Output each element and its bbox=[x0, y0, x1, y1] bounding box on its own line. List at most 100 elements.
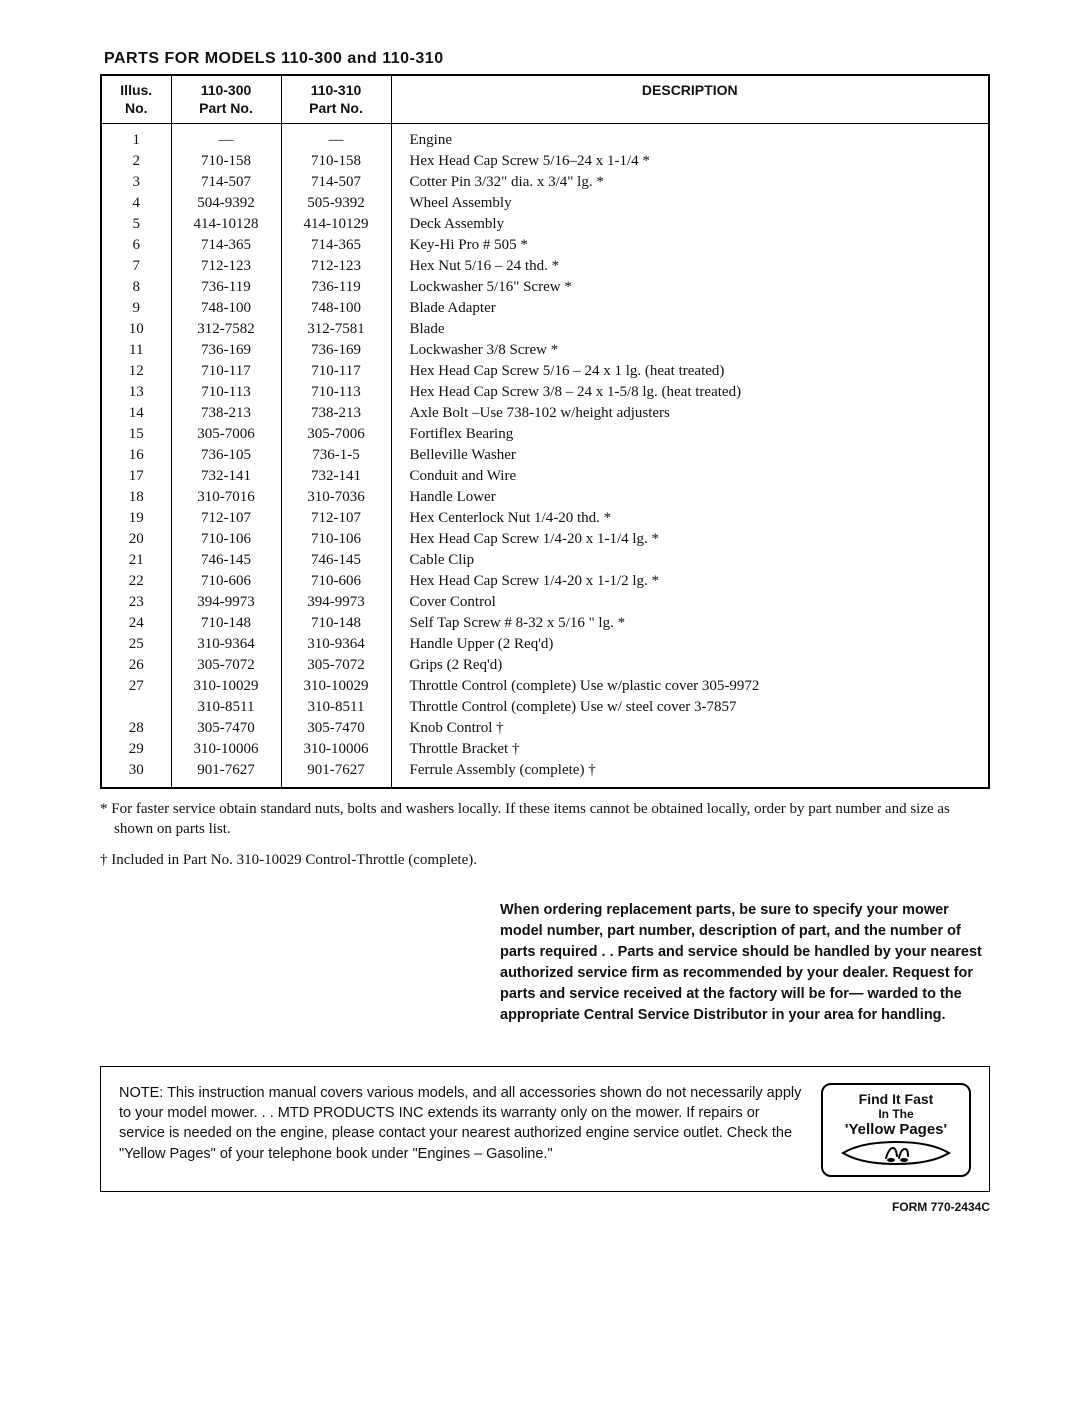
cell-partno-300: 310-7016 bbox=[171, 487, 281, 508]
footnote-dagger-text: † Included in Part No. 310-10029 Control… bbox=[100, 850, 986, 870]
cell-partno-300: 305-7072 bbox=[171, 655, 281, 676]
cell-partno-310: 305-7470 bbox=[281, 718, 391, 739]
cell-partno-300: 732-141 bbox=[171, 466, 281, 487]
table-row: 16736-105736-1-5Belleville Washer bbox=[101, 445, 989, 466]
cell-partno-310: 710-606 bbox=[281, 571, 391, 592]
table-row: 10312-7582312-7581Blade bbox=[101, 319, 989, 340]
cell-partno-300: 710-606 bbox=[171, 571, 281, 592]
footnote-dagger: † Included in Part No. 310-10029 Control… bbox=[100, 850, 986, 870]
cell-illus: 24 bbox=[101, 613, 171, 634]
table-row: 19712-107712-107Hex Centerlock Nut 1/4-2… bbox=[101, 508, 989, 529]
cell-description: Hex Head Cap Screw 1/4-20 x 1-1/2 lg. * bbox=[391, 571, 989, 592]
cell-description: Conduit and Wire bbox=[391, 466, 989, 487]
cell-illus: 10 bbox=[101, 319, 171, 340]
cell-partno-300: 710-117 bbox=[171, 361, 281, 382]
cell-illus: 18 bbox=[101, 487, 171, 508]
table-row: 22710-606710-606Hex Head Cap Screw 1/4-2… bbox=[101, 571, 989, 592]
cell-illus bbox=[101, 697, 171, 718]
cell-partno-300: 504-9392 bbox=[171, 193, 281, 214]
ordering-paragraph: When ordering replacement parts, be sure… bbox=[500, 900, 990, 1026]
table-row: 30901-7627901-7627Ferrule Assembly (comp… bbox=[101, 760, 989, 788]
table-header-row: Illus.No. 110-300Part No. 110-310Part No… bbox=[101, 75, 989, 124]
cell-partno-310: 310-10029 bbox=[281, 676, 391, 697]
cell-illus: 13 bbox=[101, 382, 171, 403]
cell-partno-310: 414-10129 bbox=[281, 214, 391, 235]
cell-partno-300: 710-113 bbox=[171, 382, 281, 403]
cell-illus: 11 bbox=[101, 340, 171, 361]
cell-description: Knob Control † bbox=[391, 718, 989, 739]
cell-partno-300: 736-169 bbox=[171, 340, 281, 361]
form-number: FORM 770-2434C bbox=[100, 1200, 990, 1214]
table-row: 1——Engine bbox=[101, 124, 989, 152]
cell-partno-300: 394-9973 bbox=[171, 592, 281, 613]
footnote-star-text: * For faster service obtain standard nut… bbox=[100, 799, 986, 840]
footnote-star: * For faster service obtain standard nut… bbox=[100, 799, 986, 840]
cell-partno-300: 736-119 bbox=[171, 277, 281, 298]
table-row: 25310-9364310-9364Handle Upper (2 Req'd) bbox=[101, 634, 989, 655]
cell-description: Cable Clip bbox=[391, 550, 989, 571]
cell-description: Axle Bolt –Use 738-102 w/height adjuster… bbox=[391, 403, 989, 424]
cell-partno-300: — bbox=[171, 124, 281, 152]
cell-partno-310: 712-123 bbox=[281, 256, 391, 277]
cell-description: Hex Centerlock Nut 1/4-20 thd. * bbox=[391, 508, 989, 529]
table-row: 6714-365714-365Key-Hi Pro # 505 * bbox=[101, 235, 989, 256]
col-header-110-310: 110-310Part No. bbox=[281, 75, 391, 124]
table-row: 26305-7072305-7072Grips (2 Req'd) bbox=[101, 655, 989, 676]
cell-description: Ferrule Assembly (complete) † bbox=[391, 760, 989, 788]
cell-illus: 23 bbox=[101, 592, 171, 613]
cell-partno-300: 712-107 bbox=[171, 508, 281, 529]
cell-partno-310: 310-10006 bbox=[281, 739, 391, 760]
yellow-pages-line2: In The bbox=[831, 1107, 961, 1121]
table-row: 2710-158710-158Hex Head Cap Screw 5/16–2… bbox=[101, 151, 989, 172]
cell-partno-310: 310-8511 bbox=[281, 697, 391, 718]
table-row: 8736-119736-119Lockwasher 5/16" Screw * bbox=[101, 277, 989, 298]
cell-partno-310: 710-117 bbox=[281, 361, 391, 382]
note-text: NOTE: This instruction manual covers var… bbox=[119, 1083, 803, 1164]
cell-description: Hex Head Cap Screw 5/16–24 x 1-1/4 * bbox=[391, 151, 989, 172]
cell-partno-310: — bbox=[281, 124, 391, 152]
cell-partno-300: 310-10029 bbox=[171, 676, 281, 697]
table-row: 310-8511310-8511Throttle Control (comple… bbox=[101, 697, 989, 718]
cell-illus: 1 bbox=[101, 124, 171, 152]
cell-description: Deck Assembly bbox=[391, 214, 989, 235]
table-row: 15305-7006305-7006Fortiflex Bearing bbox=[101, 424, 989, 445]
cell-description: Hex Head Cap Screw 1/4-20 x 1-1/4 lg. * bbox=[391, 529, 989, 550]
cell-description: Grips (2 Req'd) bbox=[391, 655, 989, 676]
note-box: NOTE: This instruction manual covers var… bbox=[100, 1066, 990, 1192]
parts-table: Illus.No. 110-300Part No. 110-310Part No… bbox=[100, 74, 990, 789]
cell-illus: 8 bbox=[101, 277, 171, 298]
cell-partno-300: 310-9364 bbox=[171, 634, 281, 655]
table-row: 12710-117710-117Hex Head Cap Screw 5/16 … bbox=[101, 361, 989, 382]
table-row: 18310-7016310-7036Handle Lower bbox=[101, 487, 989, 508]
cell-description: Hex Head Cap Screw 5/16 – 24 x 1 lg. (he… bbox=[391, 361, 989, 382]
col-header-description: DESCRIPTION bbox=[391, 75, 989, 124]
cell-partno-310: 714-365 bbox=[281, 235, 391, 256]
cell-description: Engine bbox=[391, 124, 989, 152]
cell-partno-300: 305-7006 bbox=[171, 424, 281, 445]
table-row: 4504-9392505-9392Wheel Assembly bbox=[101, 193, 989, 214]
cell-description: Throttle Control (complete) Use w/plasti… bbox=[391, 676, 989, 697]
cell-illus: 22 bbox=[101, 571, 171, 592]
cell-partno-300: 901-7627 bbox=[171, 760, 281, 788]
yellow-pages-line1: Find It Fast bbox=[831, 1091, 961, 1107]
cell-illus: 14 bbox=[101, 403, 171, 424]
cell-partno-310: 305-7006 bbox=[281, 424, 391, 445]
cell-partno-310: 312-7581 bbox=[281, 319, 391, 340]
table-row: 3714-507714-507Cotter Pin 3/32" dia. x 3… bbox=[101, 172, 989, 193]
cell-description: Handle Upper (2 Req'd) bbox=[391, 634, 989, 655]
table-row: 20710-106710-106Hex Head Cap Screw 1/4-2… bbox=[101, 529, 989, 550]
cell-partno-300: 710-158 bbox=[171, 151, 281, 172]
cell-partno-300: 710-106 bbox=[171, 529, 281, 550]
cell-partno-300: 714-507 bbox=[171, 172, 281, 193]
cell-partno-310: 505-9392 bbox=[281, 193, 391, 214]
cell-illus: 19 bbox=[101, 508, 171, 529]
table-row: 27310-10029310-10029Throttle Control (co… bbox=[101, 676, 989, 697]
table-row: 29310-10006310-10006Throttle Bracket † bbox=[101, 739, 989, 760]
cell-partno-300: 736-105 bbox=[171, 445, 281, 466]
cell-description: Hex Nut 5/16 – 24 thd. * bbox=[391, 256, 989, 277]
cell-illus: 4 bbox=[101, 193, 171, 214]
fingers-walking-icon bbox=[831, 1140, 961, 1171]
cell-partno-310: 710-148 bbox=[281, 613, 391, 634]
cell-partno-310: 901-7627 bbox=[281, 760, 391, 788]
cell-illus: 28 bbox=[101, 718, 171, 739]
